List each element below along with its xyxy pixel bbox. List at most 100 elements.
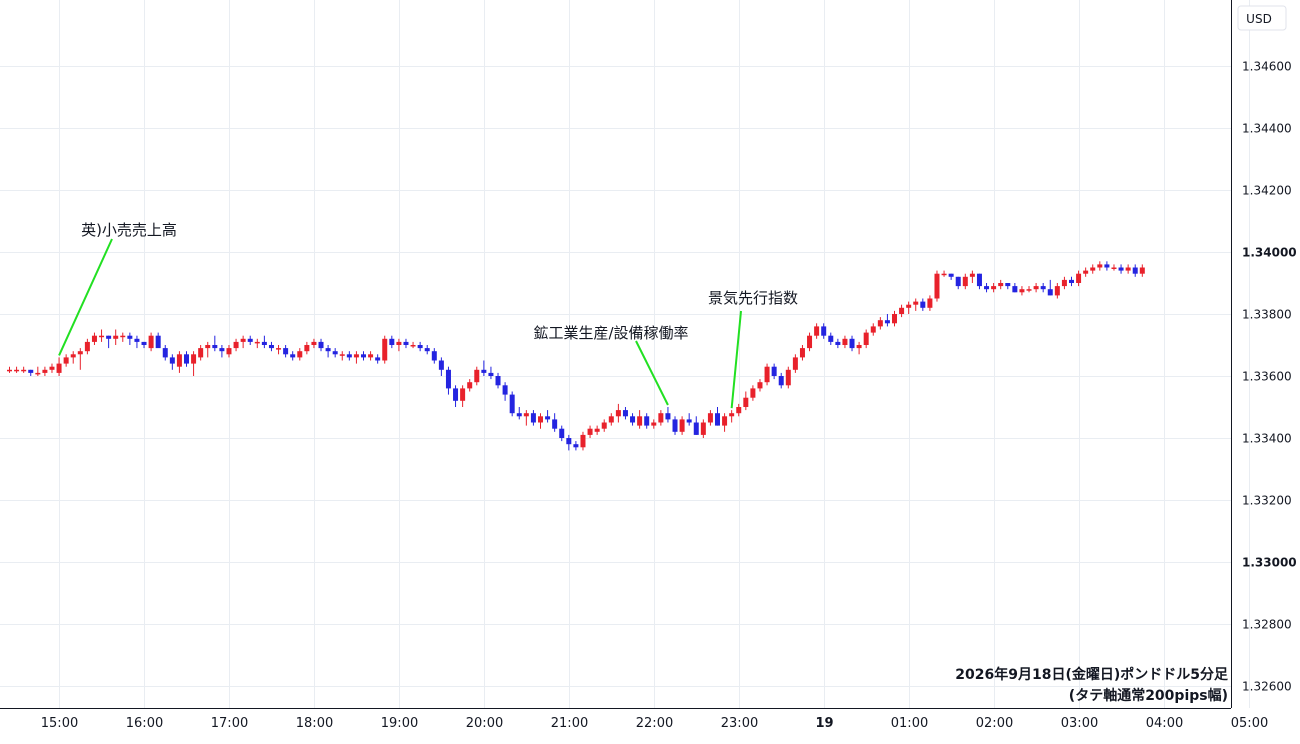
candle-body	[729, 413, 735, 417]
candle	[771, 363, 777, 380]
candle-body	[842, 338, 848, 345]
candle	[191, 351, 197, 376]
candle-body	[587, 428, 593, 435]
candle	[807, 332, 813, 352]
candle-body	[63, 357, 69, 364]
candle	[552, 413, 558, 432]
candle	[622, 407, 628, 420]
candle	[276, 345, 282, 355]
candle-body	[14, 369, 20, 372]
candle-body	[856, 345, 862, 349]
candle	[1076, 270, 1082, 287]
candle-body	[134, 338, 140, 342]
candle-body	[559, 428, 565, 438]
candle-body	[1005, 283, 1011, 287]
candle-body	[969, 273, 975, 277]
candle-body	[679, 419, 685, 432]
candle-body	[1047, 289, 1053, 296]
candle-body	[984, 286, 990, 290]
candle-body	[169, 357, 175, 364]
candle	[325, 345, 331, 358]
candle	[665, 407, 671, 423]
candle-body	[353, 354, 359, 358]
candle-body	[219, 348, 225, 352]
candle	[573, 441, 579, 451]
candle-body	[686, 419, 692, 423]
candle	[913, 298, 919, 311]
time-axis[interactable]: 15:00 16:00 17:00 18:00 19:00 20:00 21:00 22:00…	[41, 716, 1268, 731]
candle-body	[962, 276, 968, 287]
candle-body	[212, 345, 218, 349]
candle-body	[120, 335, 126, 338]
candle-body	[658, 413, 664, 423]
candle	[594, 425, 600, 435]
candle	[283, 345, 289, 358]
price-tick-label: 1.32800	[1242, 618, 1292, 632]
candle	[651, 419, 657, 429]
candle-body	[389, 338, 395, 345]
candle	[1132, 264, 1138, 277]
candle-body	[1139, 267, 1145, 274]
price-axis[interactable]: 1.34600 1.34400 1.34200 1.34000 1.33800 1.336…	[1242, 60, 1297, 694]
candle-body	[1026, 289, 1032, 291]
candle-body	[1111, 267, 1117, 269]
price-tick-label: 1.34400	[1242, 122, 1292, 136]
currency-label[interactable]: USD	[1237, 5, 1287, 31]
candle	[998, 279, 1004, 290]
candle-body	[233, 341, 239, 349]
candle	[290, 351, 296, 361]
candle-body	[651, 422, 657, 426]
candle	[212, 335, 218, 352]
candle	[559, 425, 565, 442]
candle	[56, 357, 62, 376]
candle	[580, 431, 586, 451]
candle-body	[821, 326, 827, 336]
candle-body	[764, 366, 770, 383]
candle	[984, 283, 990, 293]
candle	[460, 385, 466, 407]
candle	[113, 329, 119, 345]
candle	[219, 345, 225, 358]
candle-body	[516, 413, 522, 417]
candle-body	[460, 388, 466, 401]
candle-body	[28, 369, 34, 373]
candle-body	[247, 338, 253, 342]
candle-body	[814, 326, 820, 336]
candle-body	[948, 273, 954, 277]
candle	[304, 341, 310, 355]
candle-body	[580, 434, 586, 448]
candle	[141, 341, 147, 349]
candle	[1026, 286, 1032, 293]
candle	[70, 351, 76, 364]
candle-body	[530, 413, 536, 423]
candle	[658, 410, 664, 426]
candle	[346, 351, 352, 361]
candle-body	[976, 273, 982, 287]
candle-body	[502, 385, 508, 395]
candle-body	[707, 413, 713, 423]
time-tick-label: 21:00	[551, 716, 588, 731]
time-tick-label: 04:00	[1146, 716, 1183, 731]
candle	[1111, 264, 1117, 271]
candle	[84, 338, 90, 355]
candle	[148, 332, 154, 352]
candle-body	[877, 320, 883, 327]
candle	[764, 363, 770, 386]
candle-body	[7, 369, 12, 372]
candle	[368, 351, 374, 361]
candle	[1047, 279, 1053, 296]
candle-body	[184, 354, 189, 364]
candle-body	[792, 357, 798, 370]
candle	[474, 366, 480, 386]
candle-body	[715, 413, 720, 426]
candle	[169, 354, 175, 370]
candle	[481, 360, 487, 376]
candle-body	[382, 338, 388, 361]
candle-body	[453, 388, 459, 401]
price-tick-label: 1.33400	[1242, 432, 1292, 446]
candle	[906, 301, 912, 314]
candle	[828, 332, 834, 345]
